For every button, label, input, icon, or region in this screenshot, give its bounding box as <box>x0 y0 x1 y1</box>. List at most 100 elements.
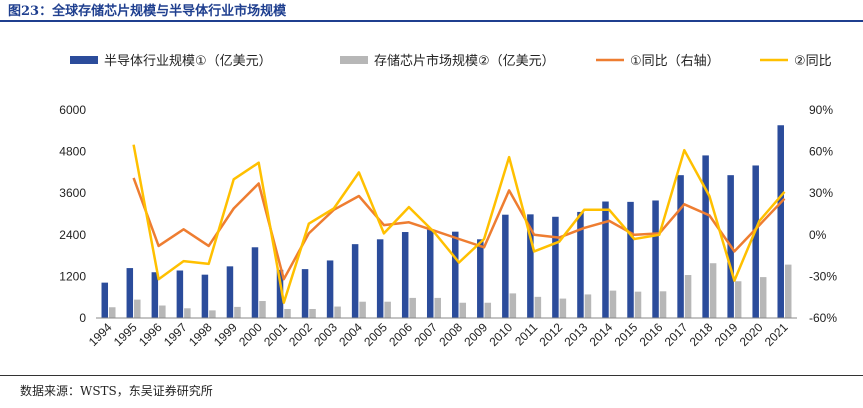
legend-label: 存储芯片市场规模②（亿美元） <box>374 53 555 69</box>
x-tick-label: 2013 <box>562 320 591 349</box>
semi-bar <box>101 282 109 318</box>
memory-bar <box>784 264 792 318</box>
memory-bar <box>584 294 592 318</box>
x-tick-label: 2002 <box>286 320 315 349</box>
memory-bar <box>484 302 492 318</box>
legend-semi: 半导体行业规模①（亿美元） <box>70 54 272 69</box>
semi-bar <box>276 269 284 318</box>
source-rule <box>0 375 863 376</box>
memory-bar <box>559 298 567 318</box>
x-tick-label: 2012 <box>537 320 566 349</box>
memory-bar <box>434 297 441 318</box>
memory-bar <box>259 301 266 318</box>
memory-bar <box>709 263 717 318</box>
x-tick-label: 2006 <box>386 320 415 349</box>
semi-bar <box>577 211 584 318</box>
x-tick-label: 1997 <box>161 320 190 349</box>
x-tick-label: 2005 <box>361 320 390 349</box>
semi-bar <box>452 231 459 318</box>
legend-semi-yoy: ①同比（右轴） <box>596 54 720 69</box>
left-tick-label: 6000 <box>59 103 86 117</box>
semi-bar <box>401 232 409 318</box>
memory-bar <box>459 302 467 318</box>
semi-yoy-line <box>132 177 786 281</box>
memory-bar <box>309 308 316 318</box>
memory-bar <box>184 308 191 318</box>
left-tick-label: 3600 <box>59 186 86 200</box>
right-tick-label: 60% <box>809 145 833 159</box>
left-tick-label: 2400 <box>59 228 86 242</box>
chart-canvas: 半导体行业规模①（亿美元） 存储芯片市场规模②（亿美元） ①同比（右轴） ②同比 01… <box>59 53 837 349</box>
memory-bar <box>409 297 416 318</box>
semi-bar <box>777 125 784 319</box>
left-axis: 0 1200 2400 3600 4800 6000 <box>59 103 86 325</box>
x-tick-label: 2001 <box>261 320 290 349</box>
x-tick-label: 2004 <box>336 320 365 349</box>
semi-bar <box>552 216 559 318</box>
memory-bar <box>759 277 767 318</box>
x-tick-label: 2008 <box>436 320 465 349</box>
x-axis: 1994199519961997199819992000200120022003… <box>86 320 791 349</box>
x-tick-label: 2018 <box>687 320 716 349</box>
memory-bar <box>134 299 141 318</box>
semi-bar <box>426 229 434 318</box>
memory-bar <box>334 306 341 318</box>
semi-bar <box>251 247 259 318</box>
memory-bar <box>509 293 517 318</box>
legend-label: 半导体行业规模①（亿美元） <box>104 54 272 69</box>
semi-bar <box>176 270 184 318</box>
left-tick-label: 0 <box>79 311 86 325</box>
memory-bar <box>534 296 542 318</box>
left-tick-label: 1200 <box>59 269 86 283</box>
memory-bar <box>634 291 642 318</box>
x-tick-label: 2020 <box>737 320 766 349</box>
legend-swatch <box>340 56 368 64</box>
semi-bar <box>677 175 684 318</box>
right-tick-label: 30% <box>809 186 833 200</box>
right-tick-label: 0% <box>809 228 827 242</box>
x-tick-label: 1999 <box>211 320 240 349</box>
semi-bar <box>477 239 484 318</box>
x-tick-label: 2014 <box>587 320 616 349</box>
right-tick-label: 90% <box>809 103 833 117</box>
semi-bar <box>376 239 384 318</box>
memory-bar <box>284 308 291 318</box>
right-tick-label: -60% <box>809 311 837 325</box>
x-tick-label: 2021 <box>762 320 791 349</box>
x-tick-label: 2009 <box>461 320 490 349</box>
semi-bar <box>226 266 234 318</box>
x-tick-label: 1994 <box>86 320 115 349</box>
semi-bar <box>326 260 334 318</box>
x-tick-label: 1995 <box>111 320 140 349</box>
memory-bar <box>684 275 692 318</box>
semi-bar <box>351 244 359 318</box>
semi-bar <box>752 165 759 318</box>
legend: 半导体行业规模①（亿美元） 存储芯片市场规模②（亿美元） ①同比（右轴） ②同比 <box>70 53 832 69</box>
semi-bar <box>502 214 509 318</box>
semi-bar <box>151 272 159 318</box>
left-tick-label: 4800 <box>59 145 86 159</box>
memory-bar <box>384 301 391 318</box>
x-tick-label: 2003 <box>311 320 340 349</box>
x-tick-label: 2016 <box>637 320 666 349</box>
x-tick-label: 2019 <box>712 320 741 349</box>
memory-bar <box>359 301 366 318</box>
semi-bar <box>602 201 609 318</box>
semi-bar <box>527 214 534 318</box>
right-tick-label: -30% <box>809 269 837 283</box>
x-tick-label: 2011 <box>512 320 540 348</box>
legend-memory: 存储芯片市场规模②（亿美元） <box>340 53 555 69</box>
legend-memory-yoy: ②同比 <box>760 54 832 69</box>
x-tick-label: 2015 <box>612 320 641 349</box>
semi-bar <box>652 200 659 318</box>
x-tick-label: 2000 <box>236 320 265 349</box>
semi-bar <box>201 274 209 318</box>
semi-bar <box>126 268 134 318</box>
memory-bar <box>609 290 617 318</box>
memory-bar <box>659 291 667 318</box>
memory-bar <box>734 281 742 318</box>
x-tick-label: 2010 <box>486 320 515 349</box>
x-tick-label: 2017 <box>662 320 691 349</box>
x-tick-label: 2007 <box>411 320 440 349</box>
legend-label: ①同比（右轴） <box>630 54 720 69</box>
